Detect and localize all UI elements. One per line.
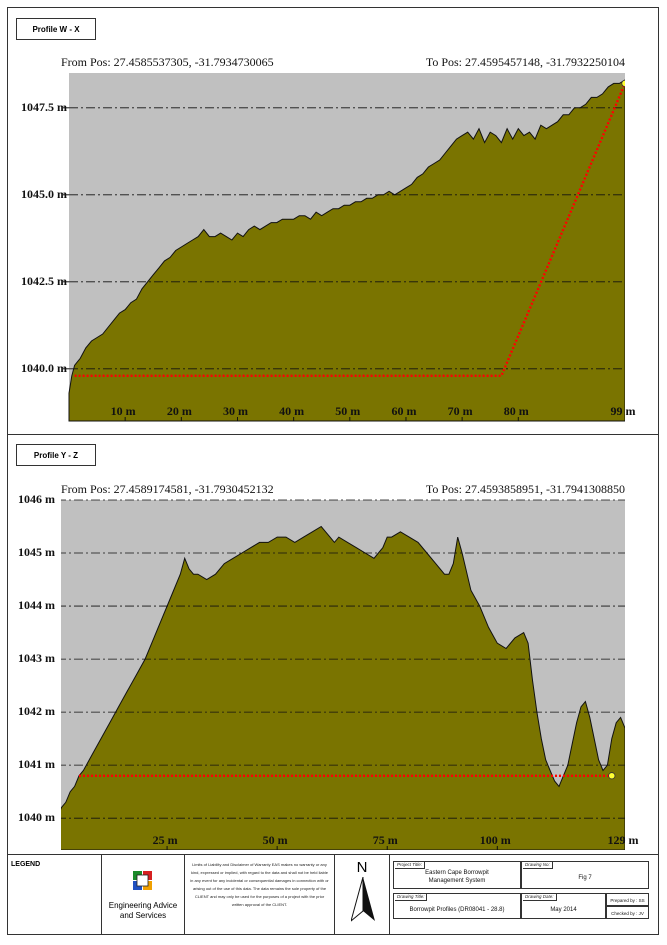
x-tick-label: 70 m — [447, 404, 473, 418]
drawing-no-label: Drawing No: — [523, 862, 553, 869]
title-block: LEGEND Engineering Advice and Services L… — [7, 855, 659, 935]
x-tick-label: 40 m — [279, 404, 305, 418]
from-position: From Pos: 27.4585537305, -31.7934730065 — [61, 55, 274, 69]
x-tick-label: 50 m — [335, 404, 361, 418]
endpoint-marker — [621, 79, 625, 88]
x-tick-label: 60 m — [391, 404, 417, 418]
company-name: Engineering Advice and Services — [102, 901, 184, 921]
y-tick-label: 1046 m — [18, 492, 55, 506]
drawing-no-box: Drawing No: Fig 7 — [521, 861, 649, 889]
profile-plot-svg — [61, 499, 625, 850]
y-tick-label: 1047.5 m — [21, 99, 67, 114]
drawing-title-label: Drawing Title: — [395, 894, 428, 901]
x-tick-label: 20 m — [166, 404, 192, 418]
disclaimer-cell: Limits of Liability and Disclaimer of Wa… — [185, 855, 335, 935]
profile-plot-svg — [63, 73, 625, 422]
x-tick-label: 30 m — [222, 404, 248, 418]
drawing-title-box: Drawing Title: Borrowpit Profiles (DR080… — [393, 893, 521, 919]
x-tick-label: 80 m — [503, 404, 529, 418]
drawing-sheet — [7, 7, 659, 935]
north-cell: N — [335, 855, 390, 935]
y-tick-label: 1040 m — [18, 810, 55, 825]
checked-by: Checked by : JV — [611, 911, 644, 916]
drawing-date-label: Drawing Date: — [523, 894, 557, 901]
info-cell: Project Title: Eastern Cape Borrowpit Ma… — [390, 855, 659, 935]
x-tick-label: 100 m — [479, 833, 511, 847]
terrain-profile-area — [68, 79, 625, 422]
north-label: N — [356, 859, 368, 876]
profile-chart-2: From Pos: 27.4589174581, -31.7930452132 … — [18, 482, 639, 850]
legend-cell: LEGEND — [7, 855, 102, 935]
profile-section-1: Profile W - X From Pos: 27.4585537305, -… — [7, 7, 659, 435]
x-tick-label: 75 m — [372, 833, 398, 847]
to-position: To Pos: 27.4593858951, -31.7941308850 — [425, 482, 625, 496]
profile-label: Profile Y - Z — [16, 444, 96, 466]
prepared-by-box: Prepared by : SS — [606, 893, 649, 906]
endpoint-marker — [608, 772, 616, 780]
project-title-label: Project Title: — [395, 862, 425, 869]
x-tick-label: 25 m — [152, 833, 178, 847]
drawing-title-value: Borrowpit Profiles (DR08041 - 28.8) — [409, 907, 505, 913]
profile-section-2: Profile Y - Z From Pos: 27.4589174581, -… — [7, 435, 659, 855]
north-arrow-icon — [351, 877, 375, 922]
project-title-value: Eastern Cape Borrowpit Management System — [425, 870, 489, 884]
profile-chart-1: From Pos: 27.4585537305, -31.7934730065 … — [21, 55, 636, 423]
profile-label: Profile W - X — [16, 18, 96, 40]
company-logo-icon — [133, 871, 152, 890]
company-line-2: and Services — [119, 911, 167, 920]
checked-by-box: Checked by : JV — [606, 906, 649, 919]
drawing-date-box: Drawing Date: May 2014 — [521, 893, 606, 919]
legend-title: LEGEND — [11, 861, 41, 868]
company-line-1: Engineering Advice — [108, 901, 178, 910]
x-tick-label: 50 m — [262, 833, 288, 847]
y-tick-label: 1044 m — [18, 598, 55, 613]
y-tick-label: 1045 m — [18, 545, 55, 560]
from-position: From Pos: 27.4589174581, -31.7930452132 — [61, 482, 274, 496]
drawing-no-value: Fig 7 — [578, 875, 592, 881]
project-title-box: Project Title: Eastern Cape Borrowpit Ma… — [393, 861, 521, 889]
disclaimer-text: Limits of Liability and Disclaimer of Wa… — [190, 862, 329, 907]
y-tick-label: 1042.5 m — [21, 273, 67, 288]
x-tick-label: 129 m — [607, 833, 639, 847]
y-tick-label: 1042 m — [18, 704, 55, 719]
y-tick-label: 1043 m — [18, 651, 55, 666]
x-tick-label: 10 m — [110, 404, 136, 418]
x-tick-label: 99 m — [610, 404, 636, 418]
to-position: To Pos: 27.4595457148, -31.7932250104 — [425, 55, 625, 69]
drawing-date-value: May 2014 — [550, 907, 577, 913]
y-tick-label: 1045.0 m — [21, 186, 67, 201]
y-tick-label: 1040.0 m — [21, 360, 67, 375]
company-cell: Engineering Advice and Services — [102, 855, 185, 935]
prepared-by: Prepared by : SS — [610, 898, 645, 903]
y-tick-label: 1041 m — [18, 757, 55, 772]
